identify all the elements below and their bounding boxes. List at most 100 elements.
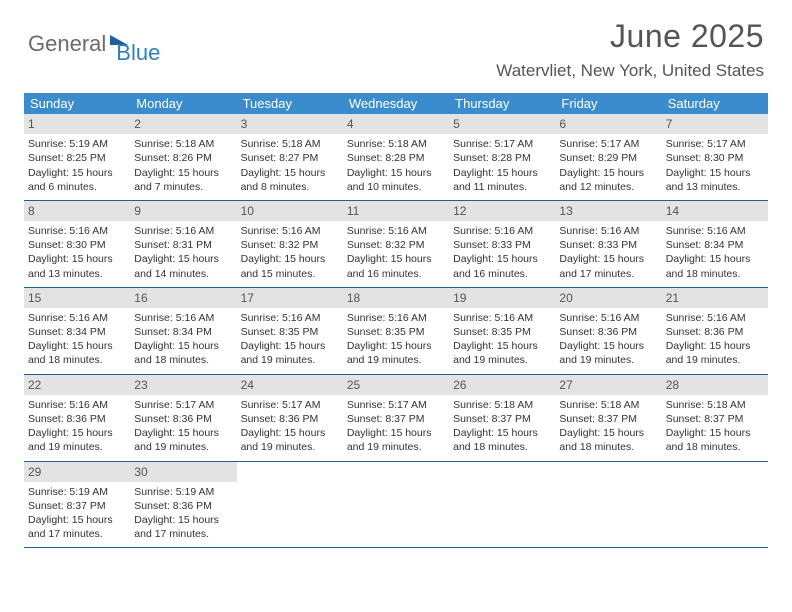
- day-cell: 8Sunrise: 5:16 AMSunset: 8:30 PMDaylight…: [24, 201, 130, 287]
- empty-day: [237, 462, 343, 480]
- day-cell: 22 Sunrise: 5:16 AMSunset: 8:36 PMDayligh…: [24, 375, 130, 461]
- sunset-line: Sunset: 8:34 PM: [28, 325, 126, 339]
- day-number: 16: [130, 288, 236, 308]
- day-cell: 4 Sunrise: 5:18 AMSunset: 8:28 PMDaylight…: [343, 114, 449, 200]
- sunset-line: Sunset: 8:33 PM: [453, 238, 551, 252]
- day-cell: [662, 462, 768, 548]
- day-of-week-header: Thursday: [449, 93, 555, 114]
- sunset-line: Sunset: 8:28 PM: [453, 151, 551, 165]
- empty-day: [449, 462, 555, 480]
- day-of-week-header: Tuesday: [237, 93, 343, 114]
- sunrise-line: Sunrise: 5:16 AM: [28, 224, 126, 238]
- sunset-line: Sunset: 8:31 PM: [134, 238, 232, 252]
- day-number: 4: [343, 114, 449, 134]
- day-of-week-header: Wednesday: [343, 93, 449, 114]
- day-number: 22: [24, 375, 130, 395]
- day-cell: 10Sunrise: 5:16 AMSunset: 8:32 PMDayligh…: [237, 201, 343, 287]
- sunrise-line: Sunrise: 5:17 AM: [241, 398, 339, 412]
- daylight-line: Daylight: 15 hours and 11 minutes.: [453, 166, 551, 194]
- sunset-line: Sunset: 8:36 PM: [134, 412, 232, 426]
- daylight-line: Daylight: 15 hours and 12 minutes.: [559, 166, 657, 194]
- sunrise-line: Sunrise: 5:18 AM: [666, 398, 764, 412]
- sunrise-line: Sunrise: 5:16 AM: [559, 311, 657, 325]
- day-number: 17: [237, 288, 343, 308]
- sunrise-line: Sunrise: 5:19 AM: [28, 137, 126, 151]
- empty-day: [662, 462, 768, 480]
- daylight-line: Daylight: 15 hours and 14 minutes.: [134, 252, 232, 280]
- daylight-line: Daylight: 15 hours and 19 minutes.: [453, 339, 551, 367]
- sunrise-line: Sunrise: 5:17 AM: [347, 398, 445, 412]
- daylight-line: Daylight: 15 hours and 19 minutes.: [134, 426, 232, 454]
- logo-word-blue: Blue: [116, 40, 160, 66]
- day-number: 21: [662, 288, 768, 308]
- day-cell: 21Sunrise: 5:16 AMSunset: 8:36 PMDayligh…: [662, 288, 768, 374]
- day-cell: 16Sunrise: 5:16 AMSunset: 8:34 PMDayligh…: [130, 288, 236, 374]
- day-cell: 18Sunrise: 5:16 AMSunset: 8:35 PMDayligh…: [343, 288, 449, 374]
- day-cell: 12Sunrise: 5:16 AMSunset: 8:33 PMDayligh…: [449, 201, 555, 287]
- day-of-week-header: Friday: [555, 93, 661, 114]
- sunset-line: Sunset: 8:27 PM: [241, 151, 339, 165]
- sunrise-line: Sunrise: 5:16 AM: [241, 311, 339, 325]
- day-number: 9: [130, 201, 236, 221]
- daylight-line: Daylight: 15 hours and 18 minutes.: [666, 426, 764, 454]
- sunset-line: Sunset: 8:35 PM: [241, 325, 339, 339]
- sunrise-line: Sunrise: 5:17 AM: [559, 137, 657, 151]
- day-number: 24: [237, 375, 343, 395]
- day-number: 3: [237, 114, 343, 134]
- day-number: 18: [343, 288, 449, 308]
- sunrise-line: Sunrise: 5:16 AM: [134, 311, 232, 325]
- sunset-line: Sunset: 8:37 PM: [666, 412, 764, 426]
- day-cell: 6Sunrise: 5:17 AMSunset: 8:29 PMDaylight…: [555, 114, 661, 200]
- day-cell: 30Sunrise: 5:19 AMSunset: 8:36 PMDayligh…: [130, 462, 236, 548]
- sunrise-line: Sunrise: 5:18 AM: [347, 137, 445, 151]
- day-number: 12: [449, 201, 555, 221]
- day-cell: 24Sunrise: 5:17 AMSunset: 8:36 PMDayligh…: [237, 375, 343, 461]
- day-cell: 3Sunrise: 5:18 AMSunset: 8:27 PMDaylight…: [237, 114, 343, 200]
- week-row: 1 Sunrise: 5:19 AMSunset: 8:25 PM Daylight…: [24, 114, 768, 201]
- day-cell: [449, 462, 555, 548]
- sunset-line: Sunset: 8:37 PM: [28, 499, 126, 513]
- daylight-line: Daylight: 15 hours and 18 minutes.: [453, 426, 551, 454]
- calendar-grid: SundayMondayTuesdayWednesdayThursdayFrid…: [24, 93, 768, 548]
- day-cell: 7Sunrise: 5:17 AMSunset: 8:30 PMDaylight…: [662, 114, 768, 200]
- day-number: 29: [24, 462, 130, 482]
- day-cell: 25Sunrise: 5:17 AMSunset: 8:37 PMDayligh…: [343, 375, 449, 461]
- day-number: 7: [662, 114, 768, 134]
- sunrise-line: Sunrise: 5:17 AM: [134, 398, 232, 412]
- day-cell: 11Sunrise: 5:16 AMSunset: 8:32 PMDayligh…: [343, 201, 449, 287]
- sunrise-line: Sunrise: 5:16 AM: [666, 224, 764, 238]
- day-number: 11: [343, 201, 449, 221]
- empty-day: [343, 462, 449, 480]
- daylight-line: Daylight: 15 hours and 10 minutes.: [347, 166, 445, 194]
- day-cell: 2Sunrise: 5:18 AMSunset: 8:26 PMDaylight…: [130, 114, 236, 200]
- daylight-line: Daylight: 15 hours and 19 minutes.: [241, 426, 339, 454]
- daylight-line: Daylight: 15 hours and 19 minutes.: [28, 426, 126, 454]
- sunset-line: Sunset: 8:37 PM: [453, 412, 551, 426]
- daylight-line: Daylight: 15 hours and 18 minutes.: [28, 339, 126, 367]
- day-cell: 29Sunrise: 5:19 AMSunset: 8:37 PMDayligh…: [24, 462, 130, 548]
- daylight-line: Daylight: 15 hours and 18 minutes.: [559, 426, 657, 454]
- day-number: 27: [555, 375, 661, 395]
- sunset-line: Sunset: 8:34 PM: [134, 325, 232, 339]
- day-of-week-header-row: SundayMondayTuesdayWednesdayThursdayFrid…: [24, 93, 768, 114]
- sunrise-line: Sunrise: 5:16 AM: [559, 224, 657, 238]
- daylight-line: Daylight: 15 hours and 15 minutes.: [241, 252, 339, 280]
- sunset-line: Sunset: 8:36 PM: [134, 499, 232, 513]
- sunrise-line: Sunrise: 5:16 AM: [28, 398, 126, 412]
- sunset-line: Sunset: 8:36 PM: [28, 412, 126, 426]
- weeks-container: 1Sunrise: 5:19 AMSunset: 8:25 PMDaylight…: [24, 114, 768, 548]
- sunrise-line: Sunrise: 5:19 AM: [28, 485, 126, 499]
- sunset-line: Sunset: 8:25 PM: [28, 151, 126, 165]
- day-number: 26: [449, 375, 555, 395]
- day-number: 23: [130, 375, 236, 395]
- day-number: 6: [555, 114, 661, 134]
- daylight-line: Daylight: 15 hours and 19 minutes.: [347, 426, 445, 454]
- sunset-line: Sunset: 8:28 PM: [347, 151, 445, 165]
- day-cell: 20Sunrise: 5:16 AMSunset: 8:36 PMDayligh…: [555, 288, 661, 374]
- sunrise-line: Sunrise: 5:18 AM: [559, 398, 657, 412]
- day-number: 1: [24, 114, 130, 134]
- daylight-line: Daylight: 15 hours and 19 minutes.: [241, 339, 339, 367]
- week-row: 22Sunrise: 5:16 AMSunset: 8:36 PMDayligh…: [24, 375, 768, 462]
- day-number: 25: [343, 375, 449, 395]
- daylight-line: Daylight: 15 hours and 16 minutes.: [453, 252, 551, 280]
